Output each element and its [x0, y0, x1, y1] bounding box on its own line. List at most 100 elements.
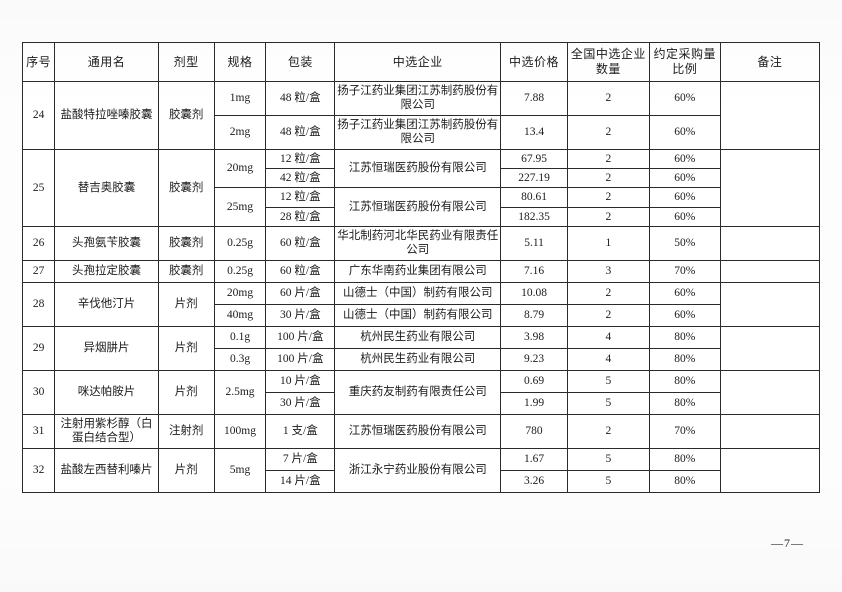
cell-dosage-form: 胶囊剂: [157, 259, 215, 283]
cell-selected-enterprise: 浙江永宁药业股份有限公司: [334, 447, 502, 493]
cell-agreed-volume-ratio: 60%: [648, 148, 721, 169]
header-agreed-volume-ratio: 约定采购量比例: [648, 42, 721, 82]
cell-selected-price: 3.26: [500, 469, 568, 493]
cell-selected-price: 227.19: [500, 167, 568, 189]
cell-agreed-volume-ratio: 70%: [648, 259, 721, 283]
cell-selected-price: 5.11: [500, 226, 568, 261]
cell-seq: 28: [21, 281, 56, 327]
cell-generic-name: 替吉奥胶囊: [54, 148, 159, 227]
header-national-enterprise-count: 全国中选企业数量: [566, 42, 650, 82]
cell-selected-enterprise: 重庆药友制药有限责任公司: [334, 369, 502, 415]
cell-selected-enterprise: 广东华南药业集团有限公司: [334, 259, 502, 283]
cell-national-enterprise-count: 2: [566, 281, 650, 305]
cell-selected-price: 3.98: [500, 325, 568, 349]
cell-national-enterprise-count: 2: [566, 81, 650, 116]
cell-note: [719, 369, 821, 415]
cell-selected-price: 9.23: [500, 347, 568, 371]
cell-selected-price: 182.35: [500, 206, 568, 228]
cell-seq: 32: [21, 447, 56, 493]
cell-note: [719, 259, 821, 283]
cell-selected-price: 80.61: [500, 187, 568, 208]
cell-generic-name: 盐酸特拉唑嗪胶囊: [54, 81, 159, 150]
cell-agreed-volume-ratio: 50%: [648, 226, 721, 261]
cell-selected-enterprise: 扬子江药业集团江苏制药股份有限公司: [334, 81, 502, 116]
cell-national-enterprise-count: 2: [566, 148, 650, 169]
cell-package: 60 粒/盒: [265, 226, 336, 261]
header-seq: 序号: [21, 42, 56, 82]
cell-seq: 25: [21, 148, 56, 227]
cell-note: [719, 81, 821, 150]
table-row: 26 头孢氨苄胶囊 胶囊剂 0.25g 60 粒/盒 华北制药河北华民药业有限责任公司 5.…: [21, 226, 821, 261]
cell-agreed-volume-ratio: 60%: [648, 187, 721, 208]
cell-selected-price: 1.99: [500, 391, 568, 415]
cell-note: [719, 148, 821, 227]
cell-agreed-volume-ratio: 60%: [648, 114, 721, 150]
drug-procurement-table-wrapper: 序号 通用名 剂型 规格 包装 中选企业 中选价格 全国中选企业数量 约定采购量…: [21, 42, 821, 493]
cell-dosage-form: 胶囊剂: [157, 148, 215, 227]
cell-specification: 20mg: [213, 148, 267, 189]
cell-agreed-volume-ratio: 60%: [648, 281, 721, 305]
cell-dosage-form: 片剂: [157, 447, 215, 493]
cell-selected-price: 67.95: [500, 148, 568, 169]
cell-national-enterprise-count: 4: [566, 347, 650, 371]
cell-specification: 2mg: [213, 114, 267, 150]
cell-package: 42 粒/盒: [265, 167, 336, 189]
cell-dosage-form: 片剂: [157, 325, 215, 371]
cell-national-enterprise-count: 3: [566, 259, 650, 283]
cell-note: [719, 325, 821, 371]
cell-selected-price: 13.4: [500, 114, 568, 150]
table-row: 2mg 48 粒/盒 扬子江药业集团江苏制药股份有限公司 13.4 2 60%: [23, 114, 820, 150]
cell-generic-name: 异烟肼片: [54, 325, 159, 371]
table-row: 27 头孢拉定胶囊 胶囊剂 0.25g 60 粒/盒 广东华南药业集团有限公司 7.16 3 7…: [21, 259, 821, 283]
cell-generic-name: 盐酸左西替利嗪片: [54, 447, 159, 493]
cell-selected-price: 8.79: [500, 303, 568, 327]
table-row: 28 粒/盒 182.35 2 60%: [23, 206, 820, 228]
table-row: 24 盐酸特拉唑嗪胶囊 胶囊剂 1mg 48 粒/盒 扬子江药业集团江苏制药股份有限公司 7…: [21, 81, 821, 150]
cell-seq: 30: [21, 369, 56, 415]
cell-national-enterprise-count: 2: [566, 413, 650, 449]
cell-note: [719, 413, 821, 449]
cell-national-enterprise-count: 5: [566, 469, 650, 493]
table-row: 31 注射用紫杉醇（白蛋白结合型） 注射剂 100mg 1 支/盒 江苏恒瑞医药股份有限公…: [21, 413, 821, 449]
header-selected-enterprise: 中选企业: [334, 42, 502, 82]
cell-package: 12 粒/盒: [265, 187, 336, 208]
cell-selected-price: 7.16: [500, 259, 568, 283]
cell-specification: 2.5mg: [213, 369, 267, 415]
table-header: 序号 通用名 剂型 规格 包装 中选企业 中选价格 全国中选企业数量 约定采购量…: [21, 42, 821, 82]
cell-national-enterprise-count: 5: [566, 447, 650, 471]
table-row: 30 咪达帕胺片 片剂 2.5mg 10 片/盒 重庆药友制药有限责任公司 0.69 5 80%: [21, 369, 821, 415]
header-dosage-form: 剂型: [157, 42, 215, 82]
cell-selected-enterprise: 江苏恒瑞医药股份有限公司: [334, 187, 502, 227]
cell-selected-enterprise: 山德士（中国）制药有限公司: [334, 281, 502, 305]
cell-package: 30 片/盒: [265, 391, 336, 415]
table-row: 30 片/盒 1.99 5 80%: [23, 391, 820, 415]
cell-national-enterprise-count: 5: [566, 391, 650, 415]
cell-specification: 25mg: [213, 187, 267, 227]
cell-package: 1 支/盒: [265, 413, 336, 449]
header-generic-name: 通用名: [54, 42, 159, 82]
cell-dosage-form: 胶囊剂: [157, 81, 215, 150]
cell-package: 100 片/盒: [265, 325, 336, 349]
cell-seq: 24: [21, 81, 56, 150]
table-row: 32 盐酸左西替利嗪片 片剂 5mg 7 片/盒 浙江永宁药业股份有限公司 1.67 5 80%: [21, 447, 821, 493]
cell-selected-enterprise: 杭州民生药业有限公司: [334, 325, 502, 349]
cell-package: 14 片/盒: [265, 469, 336, 493]
cell-agreed-volume-ratio: 80%: [648, 369, 721, 393]
header-selected-price: 中选价格: [500, 42, 568, 82]
cell-note: [719, 281, 821, 327]
cell-agreed-volume-ratio: 80%: [648, 469, 721, 493]
table-row: 0.3g 100 片/盒 杭州民生药业有限公司 9.23 4 80%: [23, 347, 820, 371]
cell-agreed-volume-ratio: 60%: [648, 206, 721, 228]
cell-package: 7 片/盒: [265, 447, 336, 471]
cell-specification: 0.25g: [213, 259, 267, 283]
cell-specification: 0.25g: [213, 226, 267, 261]
cell-specification: 0.1g: [213, 325, 267, 349]
cell-selected-price: 780: [500, 413, 568, 449]
header-specification: 规格: [213, 42, 267, 82]
cell-selected-enterprise: 扬子江药业集团江苏制药股份有限公司: [334, 114, 502, 150]
cell-selected-price: 7.88: [500, 81, 568, 116]
cell-specification: 40mg: [213, 303, 267, 327]
table-row: 40mg 30 片/盒 山德士（中国）制药有限公司 8.79 2 60%: [23, 303, 820, 327]
cell-package: 60 片/盒: [265, 281, 336, 305]
table-row: 14 片/盒 3.26 5 80%: [23, 469, 820, 493]
